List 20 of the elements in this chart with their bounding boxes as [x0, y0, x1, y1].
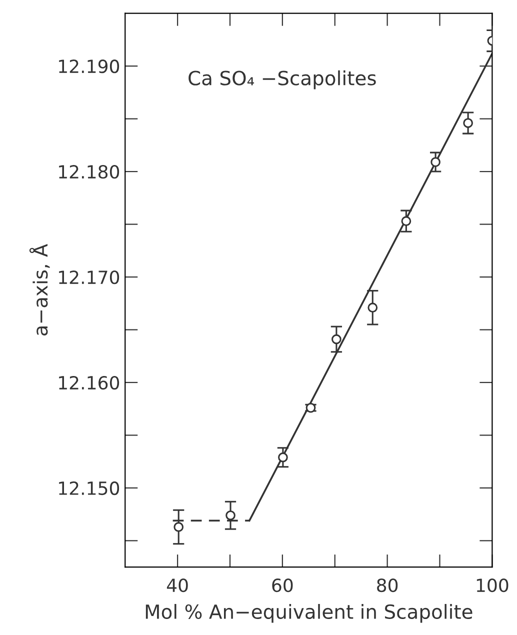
point [332, 334, 342, 344]
y-tick-label: 12.190 [59, 60, 120, 74]
point [401, 216, 412, 226]
point [226, 510, 236, 520]
x-tick-label: 40 [166, 578, 188, 592]
y-axis-title: a−axis, Å [29, 244, 50, 336]
point [174, 522, 184, 532]
point [278, 452, 288, 462]
x-tick-label: 100 [476, 578, 508, 592]
point [368, 302, 378, 313]
x-tick-label: 80 [377, 578, 398, 592]
y-tick-label: 12.150 [59, 481, 120, 496]
y-tick-label: 12.170 [59, 270, 120, 284]
annotation: Ca SO₄ −Scapolites [188, 70, 376, 90]
point [463, 118, 473, 128]
y-tick-label: 12.160 [59, 376, 120, 390]
y-tick-label: 12.180 [59, 165, 120, 179]
x-axis-title: Mol % An−equivalent in Scapolite [146, 604, 472, 623]
x-tick-label: 60 [272, 578, 293, 592]
point [430, 157, 440, 167]
